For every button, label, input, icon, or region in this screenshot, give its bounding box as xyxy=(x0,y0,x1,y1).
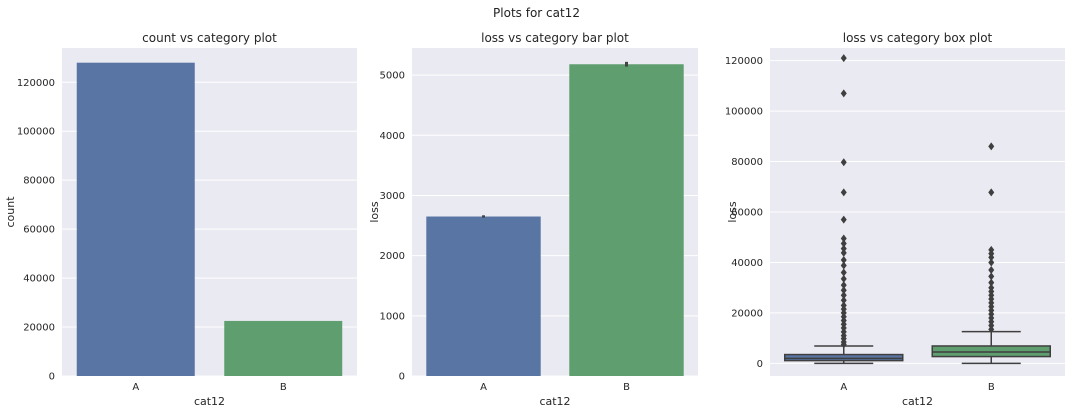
y-tick-label: 0 xyxy=(49,372,55,383)
figure-suptitle: Plots for cat12 xyxy=(493,6,580,20)
y-tick-label: 60000 xyxy=(731,208,763,219)
flier-point xyxy=(840,54,847,63)
chart-title: count vs category plot xyxy=(142,31,277,45)
bar-A xyxy=(426,216,541,376)
flier-point xyxy=(988,325,995,334)
flier-point xyxy=(840,274,847,283)
y-tick-label: 100000 xyxy=(17,127,55,138)
box-A xyxy=(784,54,904,365)
flier-point xyxy=(840,89,847,98)
flier-point xyxy=(840,239,847,248)
chart-panel-3: 0 20000 40000 60000 80000 100000 120000 A Bloss … xyxy=(725,31,1065,408)
chart-panel-1: 0 20000 40000 60000 80000 100000 120000 A Bcount… xyxy=(4,31,357,408)
y-tick-label: 80000 xyxy=(731,157,763,168)
y-tick-label: 20000 xyxy=(731,308,763,319)
y-tick-label: 2000 xyxy=(380,251,405,262)
bar-A xyxy=(76,62,195,377)
flier-point xyxy=(840,234,847,243)
bar-B xyxy=(224,320,343,376)
flier-point xyxy=(840,281,847,290)
x-tick-label: B xyxy=(623,382,630,393)
y-tick-label: 4000 xyxy=(380,131,405,142)
y-tick-label: 60000 xyxy=(23,225,55,236)
flier-point xyxy=(840,244,847,253)
y-tick-label: 0 xyxy=(399,372,405,383)
flier-point xyxy=(840,268,847,277)
flier-point xyxy=(988,142,995,151)
flier-point xyxy=(840,215,847,224)
x-axis-label: cat12 xyxy=(194,395,225,408)
box-iqr xyxy=(784,353,904,362)
x-axis-label: cat12 xyxy=(902,395,933,408)
y-axis-label: loss xyxy=(726,201,739,223)
flier-point xyxy=(840,188,847,197)
y-tick-label: 5000 xyxy=(380,71,405,82)
box-B xyxy=(931,142,1051,365)
bar-B xyxy=(569,64,684,376)
x-tick-label: B xyxy=(280,382,287,393)
x-axis-label: cat12 xyxy=(539,395,570,408)
flier-point xyxy=(840,291,847,300)
flier-point xyxy=(840,261,847,270)
y-tick-label: 80000 xyxy=(23,176,55,187)
y-tick-label: 1000 xyxy=(380,311,405,322)
x-tick-label: B xyxy=(988,382,995,393)
y-tick-label: 3000 xyxy=(380,191,405,202)
y-tick-label: 100000 xyxy=(725,107,763,118)
flier-point xyxy=(988,278,995,287)
y-tick-label: 0 xyxy=(757,359,763,370)
x-tick-label: A xyxy=(480,382,487,393)
flier-point xyxy=(840,248,847,257)
y-tick-label: 40000 xyxy=(23,274,55,285)
x-tick-label: A xyxy=(840,382,847,393)
flier-point xyxy=(840,255,847,264)
box-iqr xyxy=(931,345,1051,358)
chart-title: loss vs category box plot xyxy=(843,31,993,45)
flier-point xyxy=(840,340,847,349)
y-axis-label: loss xyxy=(368,201,381,223)
y-tick-label: 40000 xyxy=(731,258,763,269)
x-tick-label: A xyxy=(132,382,139,393)
y-tick-label: 120000 xyxy=(17,78,55,89)
y-tick-label: 20000 xyxy=(23,323,55,334)
y-axis-label: count xyxy=(4,196,17,228)
flier-point xyxy=(988,258,995,267)
flier-point xyxy=(988,188,995,197)
flier-point xyxy=(840,296,847,305)
flier-point xyxy=(988,266,995,275)
y-tick-label: 120000 xyxy=(725,56,763,67)
flier-point xyxy=(988,253,995,262)
flier-point xyxy=(840,158,847,167)
chart-title: loss vs category bar plot xyxy=(481,31,629,45)
flier-point xyxy=(840,286,847,295)
flier-point xyxy=(988,272,995,281)
